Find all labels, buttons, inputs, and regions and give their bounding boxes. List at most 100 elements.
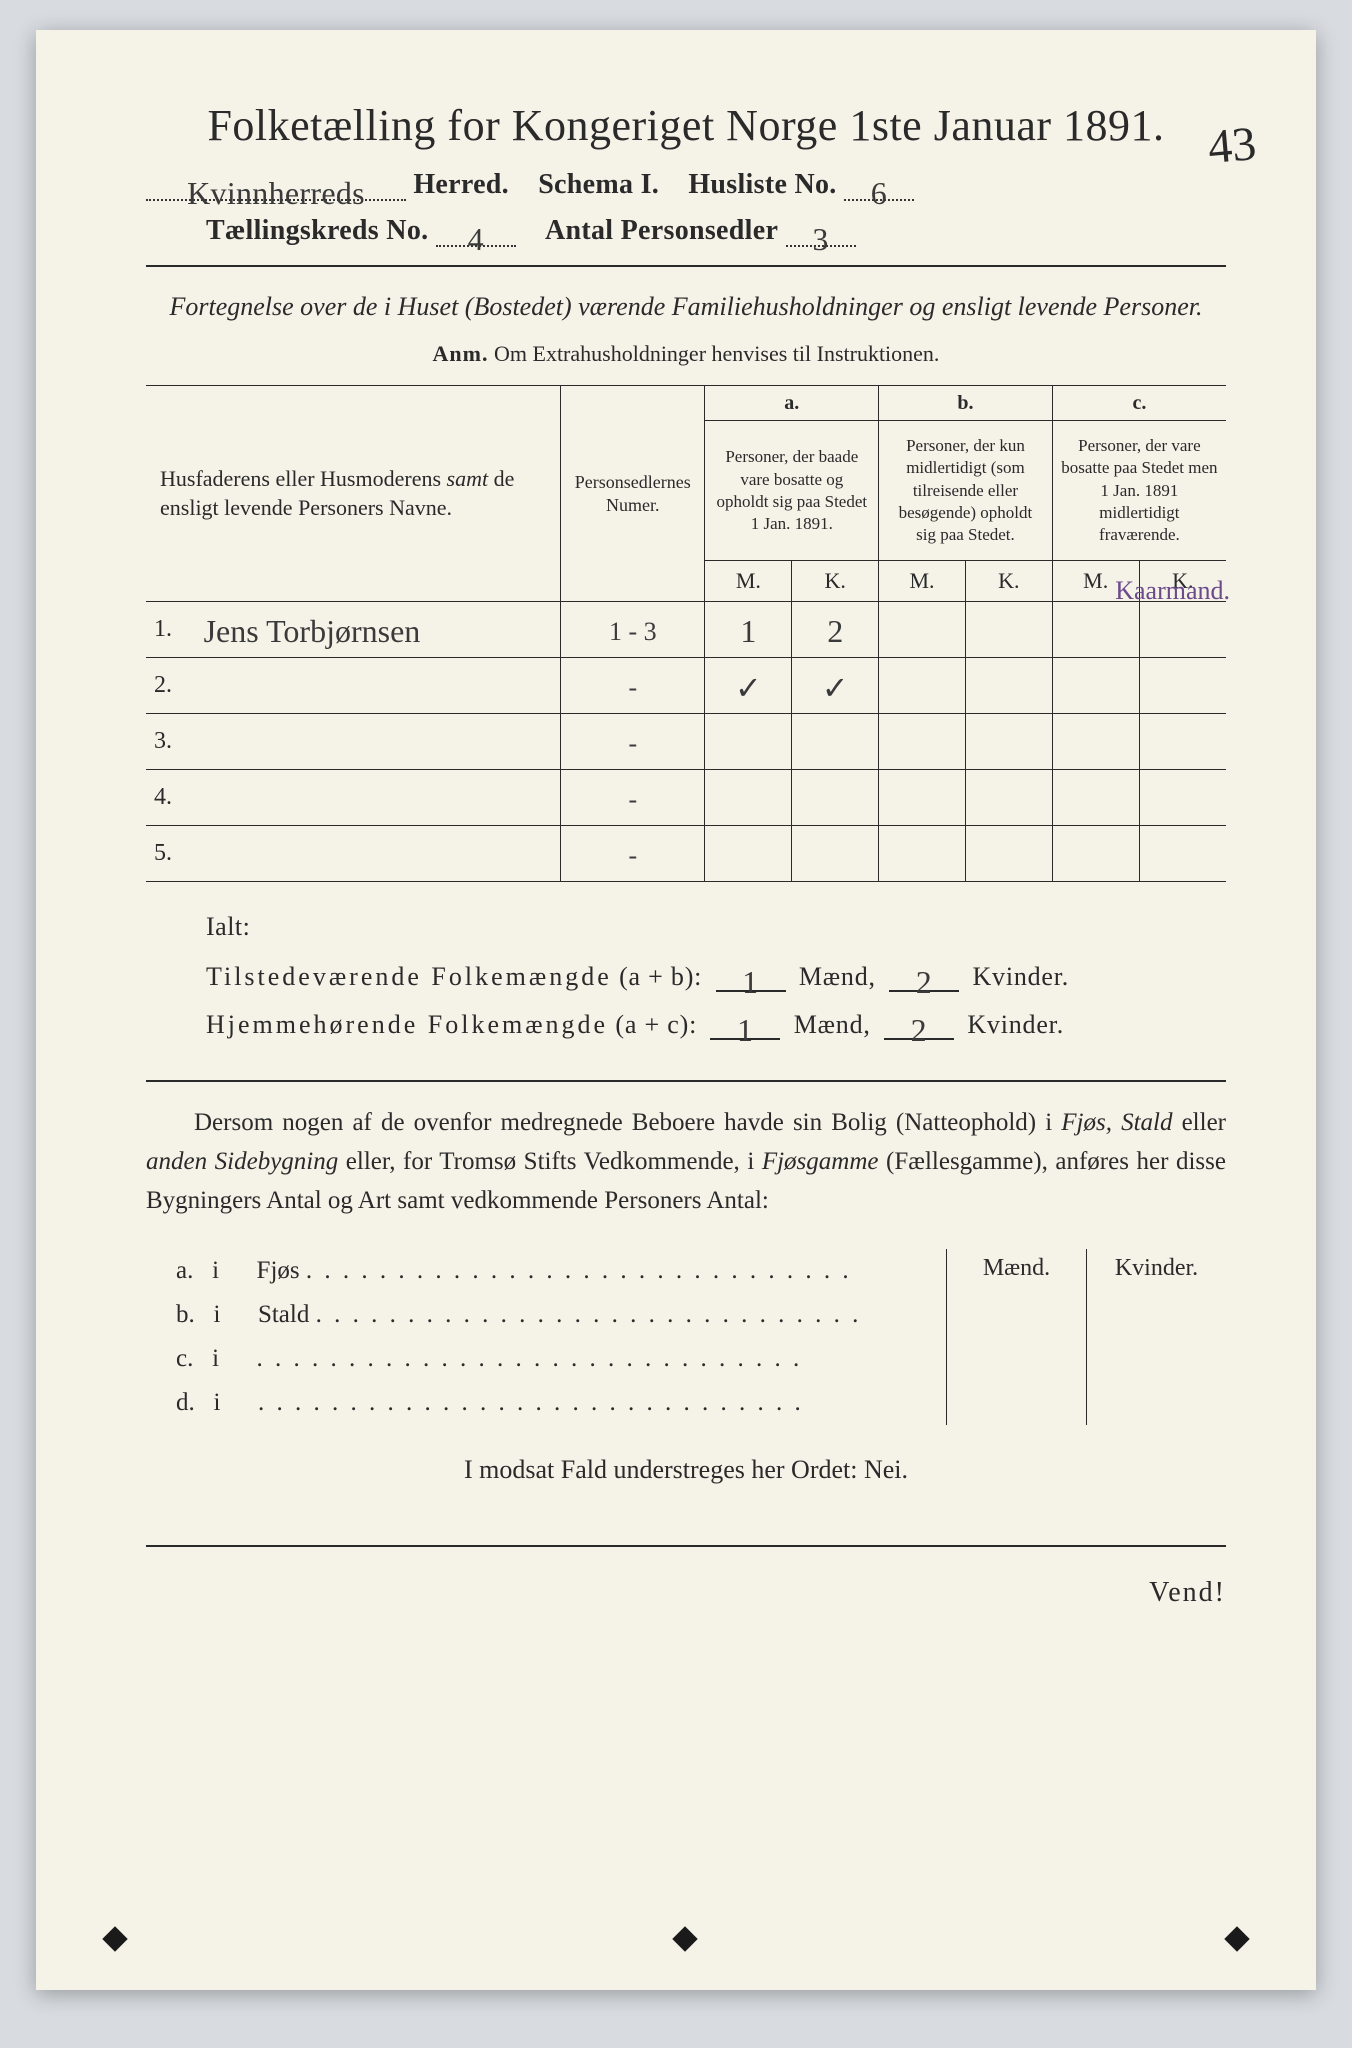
b-k-cell [965, 826, 1052, 882]
main-table: Husfaderens eller Husmoderens samt de en… [146, 385, 1226, 882]
group-c-letter: c. [1052, 386, 1226, 421]
sidebuild-row: b. i Stald . . . . . . . . . . . . . . .… [146, 1293, 946, 1337]
kreds-label: Tællingskreds No. [206, 215, 428, 246]
b-k-cell [965, 770, 1052, 826]
row-number: 2. [146, 658, 192, 714]
table-row: 2. - ✓ ✓ [146, 658, 1226, 714]
vend-label: Vend! [146, 1577, 1226, 1609]
anm-label: Anm. [433, 341, 489, 366]
divider [146, 265, 1226, 267]
kreds-value: 4 [468, 221, 484, 257]
antal-label: Antal Personsedler [545, 215, 778, 246]
b-k: K. [965, 560, 1052, 602]
c-m-cell [1052, 770, 1139, 826]
kvinder-label: Kvinder. [972, 962, 1069, 991]
a-k-cell: 2 [792, 602, 879, 658]
sidebuild-block: a. i Fjøs . . . . . . . . . . . . . . . … [146, 1249, 1226, 1425]
final-line: I modsat Fald understreges her Ordet: Ne… [146, 1455, 1226, 1485]
herred-value: Kvinnherreds [187, 175, 365, 211]
table-row: 5. - [146, 826, 1226, 882]
t-label: Tilstedeværende Folkemængde [206, 962, 612, 991]
antal-value: 3 [812, 221, 828, 257]
col2-header: Personsedlernes Numer. [561, 386, 705, 602]
c-k-cell [1139, 826, 1226, 882]
psn-cell: - [561, 714, 705, 770]
a-k-cell [792, 714, 879, 770]
subtitle: Fortegnelse over de i Huset (Bostedet) v… [146, 289, 1226, 325]
name-cell [192, 770, 561, 826]
maend-label: Mænd, [799, 962, 876, 991]
name-cell [192, 658, 561, 714]
group-a-text: Personer, der baade vare bosatte og opho… [705, 421, 879, 560]
a-m-cell [705, 826, 792, 882]
punch-hole-icon [102, 1926, 127, 1951]
totals-line-1: Tilstedeværende Folkemængde (a + b): 1 M… [206, 962, 1226, 992]
group-a-letter: a. [705, 386, 879, 421]
a-k-cell: ✓ [792, 658, 879, 714]
a-m-cell [705, 714, 792, 770]
c-m-cell [1052, 658, 1139, 714]
sb-col-k: Kvinder. [1087, 1249, 1226, 1425]
header-line-1: Kvinnherreds Herred. Schema I. Husliste … [146, 169, 1226, 201]
c-k-cell: Kaarmand. [1139, 602, 1226, 658]
a-k-cell [792, 826, 879, 882]
a-m: M. [705, 560, 792, 602]
anm-text: Om Extrahusholdninger henvises til Instr… [494, 341, 939, 366]
a-m-cell: 1 [705, 602, 792, 658]
c-m-cell [1052, 826, 1139, 882]
b-k-cell [965, 714, 1052, 770]
col1-header: Husfaderens eller Husmoderens samt de en… [160, 466, 514, 520]
c-k-cell [1139, 714, 1226, 770]
punch-hole-icon [1224, 1926, 1249, 1951]
punch-hole-icon [672, 1926, 697, 1951]
sidebuild-row: d. i . . . . . . . . . . . . . . . . . .… [146, 1381, 946, 1425]
anm-line: Anm. Om Extrahusholdninger henvises til … [146, 341, 1226, 367]
b-m-cell [879, 714, 966, 770]
name-cell [192, 826, 561, 882]
group-c-text: Personer, der vare bosatte paa Stedet me… [1052, 421, 1226, 560]
side-annotation: Kaarmand. [1115, 576, 1230, 606]
husliste-label: Husliste No. [688, 169, 836, 200]
group-b-text: Personer, der kun midlertidigt (som tilr… [879, 421, 1053, 560]
schema-label: Schema I. [538, 169, 659, 200]
row-number: 3. [146, 714, 192, 770]
c-k-cell [1139, 658, 1226, 714]
totals-line-2: Hjemmehørende Folkemængde (a + c): 1 Mæn… [206, 1010, 1226, 1040]
b-m-cell [879, 826, 966, 882]
b-m-cell [879, 658, 966, 714]
a-m-cell: ✓ [705, 658, 792, 714]
divider-3 [146, 1545, 1226, 1547]
header-line-2: Tællingskreds No. 4 Antal Personsedler 3 [146, 215, 1226, 247]
maend-label2: Mænd, [794, 1010, 871, 1039]
psn-cell: 1 - 3 [561, 602, 705, 658]
a-m-cell [705, 770, 792, 826]
h-label: Hjemmehørende Folkemængde [206, 1010, 608, 1039]
row-number: 1. [146, 602, 192, 658]
form-title: Folketælling for Kongeriget Norge 1ste J… [146, 100, 1226, 151]
b-k-cell [965, 658, 1052, 714]
table-row: 4. - [146, 770, 1226, 826]
t-maend: 1 [742, 964, 759, 1000]
name-cell [192, 714, 561, 770]
sb-col-m: Mænd. [947, 1249, 1087, 1425]
kvinder-label2: Kvinder. [967, 1010, 1064, 1039]
b-m-cell [879, 770, 966, 826]
h-kvinder: 2 [911, 1012, 928, 1048]
t-kvinder: 2 [916, 964, 933, 1000]
psn-cell: - [561, 658, 705, 714]
group-b-letter: b. [879, 386, 1053, 421]
name-cell: Jens Torbjørnsen [192, 602, 561, 658]
totals-block: Ialt: Tilstedeværende Folkemængde (a + b… [206, 912, 1226, 1040]
census-form-page: 4 3 Folketælling for Kongeriget Norge 1st… [36, 30, 1316, 1990]
b-k-cell [965, 602, 1052, 658]
b-m-cell [879, 602, 966, 658]
a-k-cell [792, 770, 879, 826]
sidebuild-row: c. i . . . . . . . . . . . . . . . . . .… [146, 1337, 946, 1381]
psn-cell: - [561, 826, 705, 882]
c-m-cell [1052, 714, 1139, 770]
c-k-cell [1139, 770, 1226, 826]
c-m-cell [1052, 602, 1139, 658]
husliste-value: 6 [871, 175, 887, 211]
body-text: Dersom nogen af de ovenfor medregnede Be… [146, 1104, 1226, 1220]
table-row: 1. Jens Torbjørnsen 1 - 3 1 2 Kaarmand. [146, 602, 1226, 658]
